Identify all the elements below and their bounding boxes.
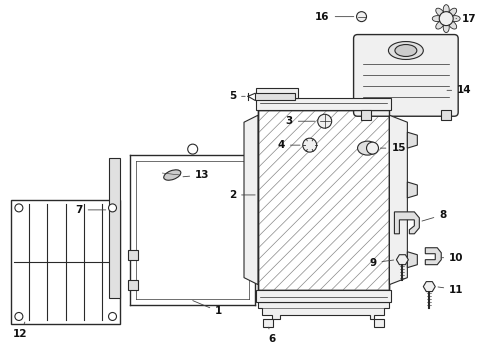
Polygon shape bbox=[423, 282, 435, 292]
Text: 16: 16 bbox=[315, 12, 354, 22]
Polygon shape bbox=[108, 158, 121, 298]
Ellipse shape bbox=[443, 5, 449, 15]
Polygon shape bbox=[390, 115, 407, 285]
Ellipse shape bbox=[450, 15, 460, 22]
Ellipse shape bbox=[436, 21, 444, 29]
Polygon shape bbox=[244, 115, 258, 285]
Polygon shape bbox=[11, 200, 121, 324]
Polygon shape bbox=[258, 110, 390, 289]
Polygon shape bbox=[255, 93, 295, 100]
Text: 2: 2 bbox=[229, 190, 255, 200]
Polygon shape bbox=[407, 182, 417, 198]
Polygon shape bbox=[256, 289, 392, 302]
Text: 15: 15 bbox=[380, 143, 406, 153]
Circle shape bbox=[108, 312, 117, 320]
Text: 12: 12 bbox=[13, 322, 27, 339]
Text: 6: 6 bbox=[268, 327, 275, 345]
Circle shape bbox=[357, 12, 367, 22]
Ellipse shape bbox=[443, 23, 449, 32]
Polygon shape bbox=[394, 212, 419, 234]
Circle shape bbox=[188, 144, 197, 154]
Circle shape bbox=[108, 204, 117, 212]
Polygon shape bbox=[258, 302, 390, 319]
Polygon shape bbox=[361, 110, 370, 120]
Polygon shape bbox=[441, 110, 451, 120]
Polygon shape bbox=[256, 98, 392, 110]
Text: 9: 9 bbox=[369, 258, 393, 268]
FancyBboxPatch shape bbox=[354, 35, 458, 116]
Polygon shape bbox=[396, 255, 408, 265]
Circle shape bbox=[367, 142, 378, 154]
Ellipse shape bbox=[432, 15, 442, 22]
Polygon shape bbox=[425, 248, 441, 265]
Circle shape bbox=[318, 114, 332, 128]
Ellipse shape bbox=[389, 41, 423, 59]
Circle shape bbox=[15, 204, 23, 212]
Polygon shape bbox=[128, 280, 138, 289]
Ellipse shape bbox=[164, 170, 181, 180]
Polygon shape bbox=[256, 88, 298, 98]
Text: 7: 7 bbox=[75, 205, 106, 215]
Ellipse shape bbox=[436, 8, 444, 17]
Polygon shape bbox=[407, 132, 417, 148]
Text: 5: 5 bbox=[229, 91, 245, 101]
Text: 11: 11 bbox=[438, 284, 464, 294]
Text: 14: 14 bbox=[447, 85, 472, 95]
Circle shape bbox=[303, 138, 317, 152]
Polygon shape bbox=[407, 252, 417, 268]
Ellipse shape bbox=[448, 8, 457, 17]
Text: 4: 4 bbox=[277, 140, 300, 150]
Text: 8: 8 bbox=[422, 210, 446, 221]
Polygon shape bbox=[374, 319, 385, 328]
Polygon shape bbox=[263, 319, 273, 328]
Ellipse shape bbox=[358, 141, 377, 155]
Text: 13: 13 bbox=[183, 170, 210, 180]
Text: 3: 3 bbox=[286, 116, 315, 126]
Polygon shape bbox=[128, 250, 138, 260]
Ellipse shape bbox=[395, 45, 417, 57]
Text: 10: 10 bbox=[441, 253, 464, 263]
Text: 1: 1 bbox=[193, 301, 222, 316]
Circle shape bbox=[15, 312, 23, 320]
Ellipse shape bbox=[448, 21, 457, 29]
Circle shape bbox=[439, 12, 453, 26]
Text: 17: 17 bbox=[456, 14, 477, 24]
